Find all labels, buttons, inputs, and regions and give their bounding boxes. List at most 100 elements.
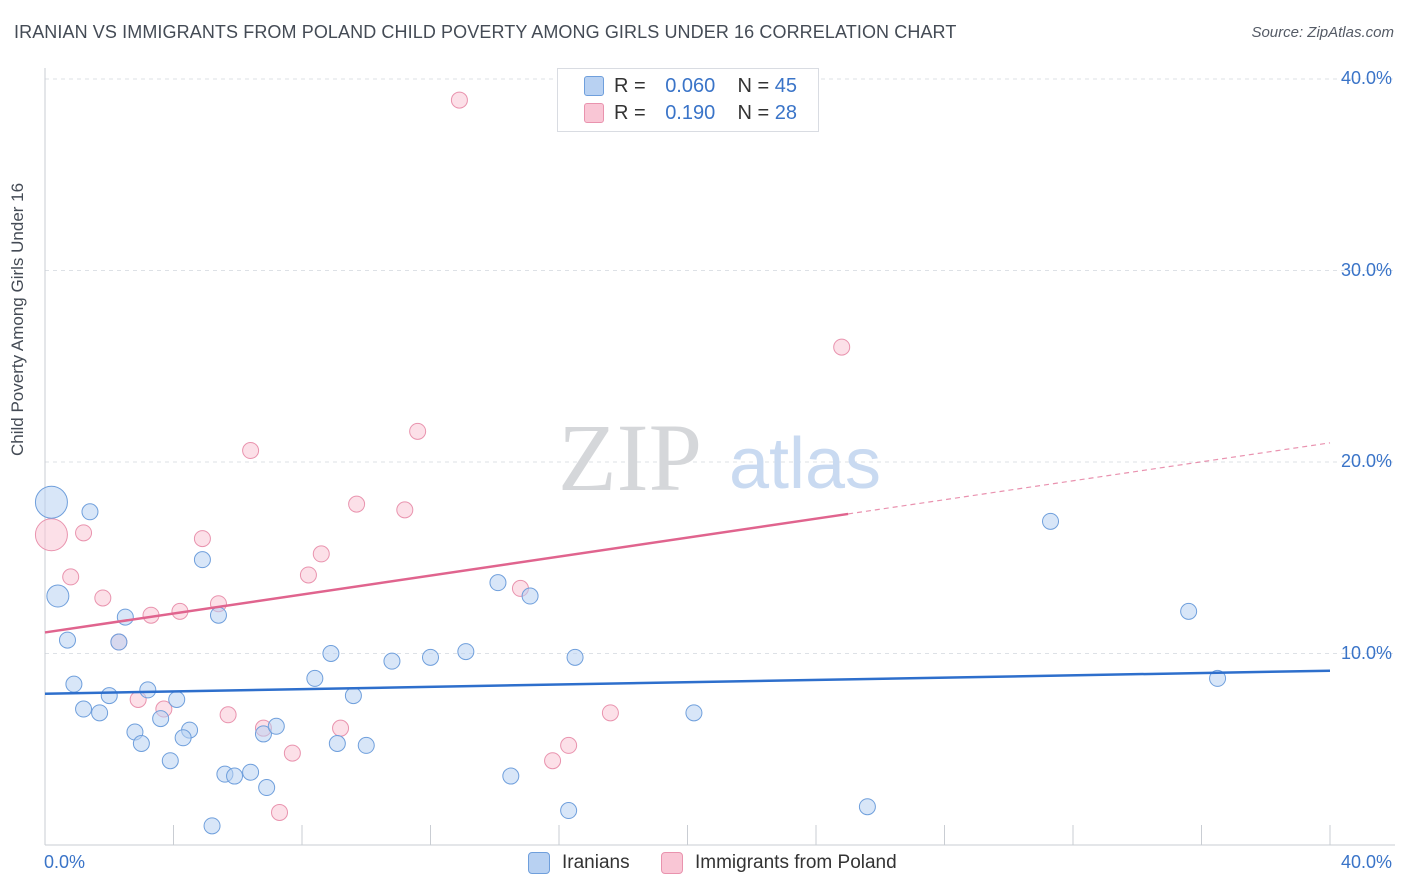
legend-n-value: 45 [774,74,797,97]
data-point-iranians [422,648,439,666]
data-point-poland [242,442,260,460]
data-point-poland [94,589,112,607]
y-tick-label: 40.0% [1340,68,1392,88]
watermark-zip: ZIP [558,404,702,511]
trend-lines [44,442,1331,695]
data-point-poland [219,706,237,724]
legend-n-label: N = [737,101,770,124]
data-point-iranians [34,485,68,519]
data-point-iranians [685,704,703,722]
data-point-iranians [203,817,221,835]
data-point-poland [75,524,93,542]
x-tick-max: 40.0% [1340,852,1392,872]
x-tick-min: 0.0% [44,852,86,872]
legend-row-iranians: R = 0.060 N = 45 [584,74,797,98]
data-point-iranians [242,763,260,781]
data-point-poland [450,91,468,109]
trend-line-iranians [44,669,1331,695]
legend-r-value: 0.190 [665,101,716,124]
data-point-poland [62,568,80,586]
data-point-iranians [58,631,76,649]
series-legend: Iranians Immigrants from Poland [0,852,1406,878]
axes [44,68,1395,846]
data-point-poland [283,744,301,762]
data-point-iranians [344,687,362,705]
legend-swatch-poland [661,852,683,874]
data-point-iranians [267,717,285,735]
data-point-poland [299,566,317,584]
data-point-iranians [116,608,134,626]
data-point-iranians [521,587,539,605]
legend-row-poland: R = 0.190 N = 28 [584,101,797,125]
legend-swatch-iranians [584,76,604,96]
data-point-iranians [91,704,109,722]
legend-item-iranians[interactable]: Iranians [528,852,630,874]
watermark-atlas: atlas [729,424,881,504]
data-point-iranians [254,725,272,743]
data-point-iranians [258,779,276,797]
grid-lines [45,78,1395,654]
source-label: Source: ZipAtlas.com [1251,24,1394,41]
data-point-poland [409,422,427,440]
data-point-iranians [132,735,150,753]
legend-n-label: N = [737,74,770,97]
legend-swatch-iranians [528,852,550,874]
legend-label-poland: Immigrants from Poland [695,852,897,873]
data-point-poland [312,545,330,563]
data-point-iranians [152,710,170,728]
legend-label-iranians: Iranians [562,852,630,873]
data-point-poland [601,704,619,722]
data-point-poland [193,530,211,548]
y-tick-label: 20.0% [1340,451,1392,471]
data-point-iranians [65,675,83,693]
legend-swatch-poland [584,103,604,123]
data-point-iranians [457,643,475,661]
data-point-iranians [489,574,507,592]
chart-title: IRANIAN VS IMMIGRANTS FROM POLAND CHILD … [14,22,957,42]
data-point-iranians [566,648,584,666]
data-point-iranians [139,681,157,699]
watermark: ZIP atlas [558,404,881,511]
legend-n-value: 28 [774,101,797,124]
data-point-poland [833,338,851,356]
data-point-iranians [75,700,93,718]
trend-line-poland-extension [848,442,1331,515]
data-point-iranians [502,767,520,785]
legend-r-label: R = [614,101,646,124]
stats-legend: R = 0.060 N = 45 R = 0.190 N = 28 [557,68,819,132]
data-point-iranians [81,503,99,521]
data-point-poland [332,719,350,737]
data-point-iranians [209,606,227,624]
y-tick-label: 30.0% [1340,259,1392,280]
data-point-poland [34,518,68,552]
y-tick-label: 10.0% [1340,642,1392,663]
data-point-poland [396,501,414,519]
data-point-iranians [193,551,211,569]
data-point-iranians [110,633,128,651]
legend-item-poland[interactable]: Immigrants from Poland [661,852,897,874]
data-point-iranians [306,669,324,687]
data-point-iranians [1042,512,1060,530]
series-iranians-points [34,485,1227,835]
data-point-iranians [1180,602,1198,620]
legend-r-label: R = [614,74,646,97]
trend-line-poland [44,512,849,634]
data-point-poland [544,752,562,770]
data-point-iranians [174,729,192,747]
data-point-iranians [383,652,401,670]
legend-r-value: 0.060 [665,74,716,97]
data-point-poland [348,495,366,513]
data-point-poland [560,736,578,754]
data-point-iranians [1209,669,1227,687]
data-point-iranians [161,752,179,770]
data-point-iranians [858,798,876,816]
data-point-iranians [322,645,340,662]
data-point-poland [271,803,289,821]
data-point-iranians [168,690,186,708]
data-point-iranians [226,767,244,785]
data-point-iranians [46,584,70,608]
data-point-iranians [328,735,346,753]
data-point-iranians [100,687,118,705]
data-point-iranians [357,736,375,754]
